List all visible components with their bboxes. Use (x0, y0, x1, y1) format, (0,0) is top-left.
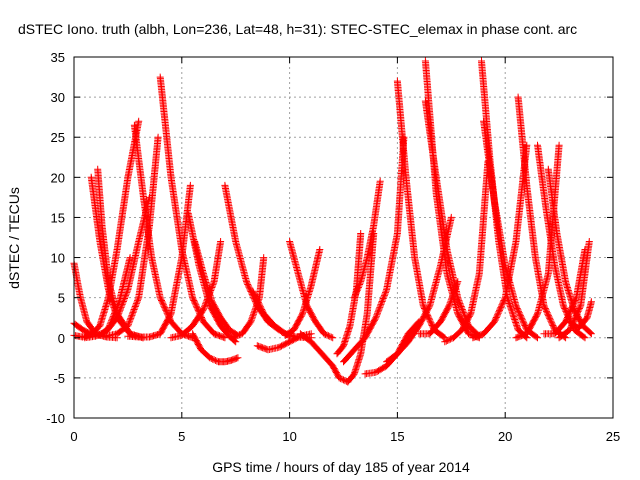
data-point-markers (566, 298, 595, 332)
data-series-arc-33 (480, 117, 541, 342)
data-point-markers (191, 238, 242, 339)
data-series-arc-15 (221, 181, 294, 340)
data-point-markers (130, 121, 197, 342)
data-point-markers (393, 77, 449, 342)
data-series-arc-40 (540, 246, 589, 338)
ticks: 0 5 10 15 20 25 -10 -5 0 5 10 15 20 25 30 35 (46, 50, 620, 444)
data-point-markers (189, 330, 242, 366)
x-tick-label: 10 (282, 429, 296, 444)
data-point-markers (441, 157, 492, 346)
data-series-arc-35 (441, 157, 492, 346)
data-point-markers (124, 181, 194, 341)
y-tick-label: 30 (51, 90, 65, 105)
data-point-markers (333, 230, 365, 358)
data-series-arc-31 (421, 97, 483, 340)
data-series-arc-10 (124, 181, 194, 341)
data-series-arc-09 (156, 73, 229, 342)
x-tick-label: 0 (70, 429, 77, 444)
data-point-markers (340, 133, 408, 366)
data-point-markers (350, 177, 384, 302)
data-point-markers (156, 73, 229, 342)
data-point-markers (281, 246, 324, 339)
data-series-arc-13 (167, 238, 225, 342)
x-tick-label: 5 (178, 429, 185, 444)
y-tick-label: 25 (51, 130, 65, 145)
data-point-markers (296, 330, 352, 386)
y-tick-label: 10 (51, 251, 65, 266)
x-tick-label: 20 (498, 429, 512, 444)
y-tick-label: 5 (58, 291, 65, 306)
data-series-arc-20 (281, 246, 324, 339)
data-series-arc-27 (393, 77, 449, 342)
data-series-arc-08 (102, 133, 162, 340)
data-series-arc-07 (130, 121, 197, 342)
data-series-arc-23 (333, 230, 365, 358)
data-series-arc-14 (189, 330, 242, 366)
y-tick-label: -10 (46, 411, 65, 426)
data-series-arc-26 (340, 133, 408, 366)
data-point-markers (421, 97, 483, 340)
plot-frame (73, 56, 614, 419)
chart-title: dSTEC Iono. truth (albh, Lon=236, Lat=48… (18, 21, 577, 37)
y-tick-label: 0 (58, 331, 65, 346)
data-point-markers (480, 117, 541, 342)
data-series-arc-42 (566, 298, 595, 332)
data-point-markers (102, 133, 162, 340)
x-axis-label: GPS time / hours of day 185 of year 2014 (212, 459, 470, 475)
y-tick-label: -5 (53, 371, 65, 386)
x-tick-label: 25 (606, 429, 620, 444)
data-point-markers (540, 246, 589, 338)
data-series-arc-24 (350, 177, 384, 302)
data-point-markers (221, 181, 294, 340)
data-series-arc-16 (227, 254, 268, 342)
data-series-arc-21 (296, 330, 352, 386)
y-tick-label: 15 (51, 210, 65, 225)
data-series-arc-12 (191, 238, 242, 339)
y-tick-label: 35 (51, 50, 65, 65)
data-layer (70, 57, 595, 386)
data-point-markers (167, 238, 225, 342)
y-axis-label: dSTEC / TECUs (6, 187, 22, 289)
data-point-markers (227, 254, 268, 342)
x-tick-label: 15 (390, 429, 404, 444)
y-tick-label: 20 (51, 170, 65, 185)
